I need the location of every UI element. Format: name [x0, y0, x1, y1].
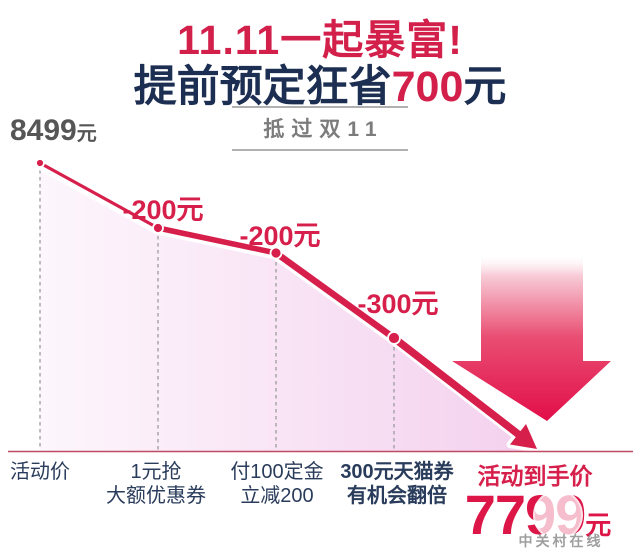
start-price-label: 8499元: [10, 114, 97, 148]
page-subtitle: 提前预定狂省700元: [0, 52, 640, 114]
start-price-value: 8499: [10, 114, 77, 147]
badge-beats-double11: 抵过双11: [232, 106, 408, 151]
page-title: 11.11一起暴富!: [177, 17, 463, 63]
xlabel-line: 1元抢: [130, 461, 182, 483]
final-price-unit: 元: [585, 510, 612, 540]
xlabel-line: 大额优惠券: [106, 485, 206, 507]
start-price-unit: 元: [76, 123, 97, 145]
xlabel-coupon: 1元抢 大额优惠券: [96, 460, 216, 508]
xlabel-line: 立减200: [240, 485, 314, 507]
promo-arrow-amount: 700: [519, 0, 547, 17]
xlabel-deposit: 付100定金 立减200: [217, 460, 337, 508]
drop-label-3: -300元: [357, 289, 439, 319]
xlabel-line: 有机会翻倍: [347, 485, 447, 507]
subtitle-savings-amount: 700: [391, 63, 464, 111]
subtitle-suffix: 元: [463, 63, 507, 111]
dashed-droplines: [39, 170, 395, 450]
xlabel-line: 活动价: [10, 461, 70, 483]
drop-label-2: -200元: [239, 221, 321, 251]
promo-arrow-line2: 预约壕省: [500, 6, 565, 23]
xlabel-activity-price: 活动价: [0, 460, 80, 484]
drop-label-1: -200元: [122, 195, 204, 225]
price-line: [38, 161, 522, 438]
xlabel-line: 付100定金: [230, 461, 324, 483]
final-price-label: 活动到手价: [477, 463, 593, 489]
xlabel-tmall-voucher: 300元天猫券 有机会翻倍: [332, 460, 462, 508]
watermark-logo-circle: [533, 490, 583, 540]
subtitle-prefix: 提前预定狂省: [133, 63, 392, 111]
line-arrowhead: [510, 424, 537, 449]
watermark-text: 中关村在线: [518, 533, 604, 549]
promo-arrow-line1: 提前: [516, 6, 549, 23]
big-promo-arrow: [452, 254, 611, 421]
data-points: [35, 158, 401, 345]
xlabel-line: 300元天猫券: [340, 461, 454, 483]
